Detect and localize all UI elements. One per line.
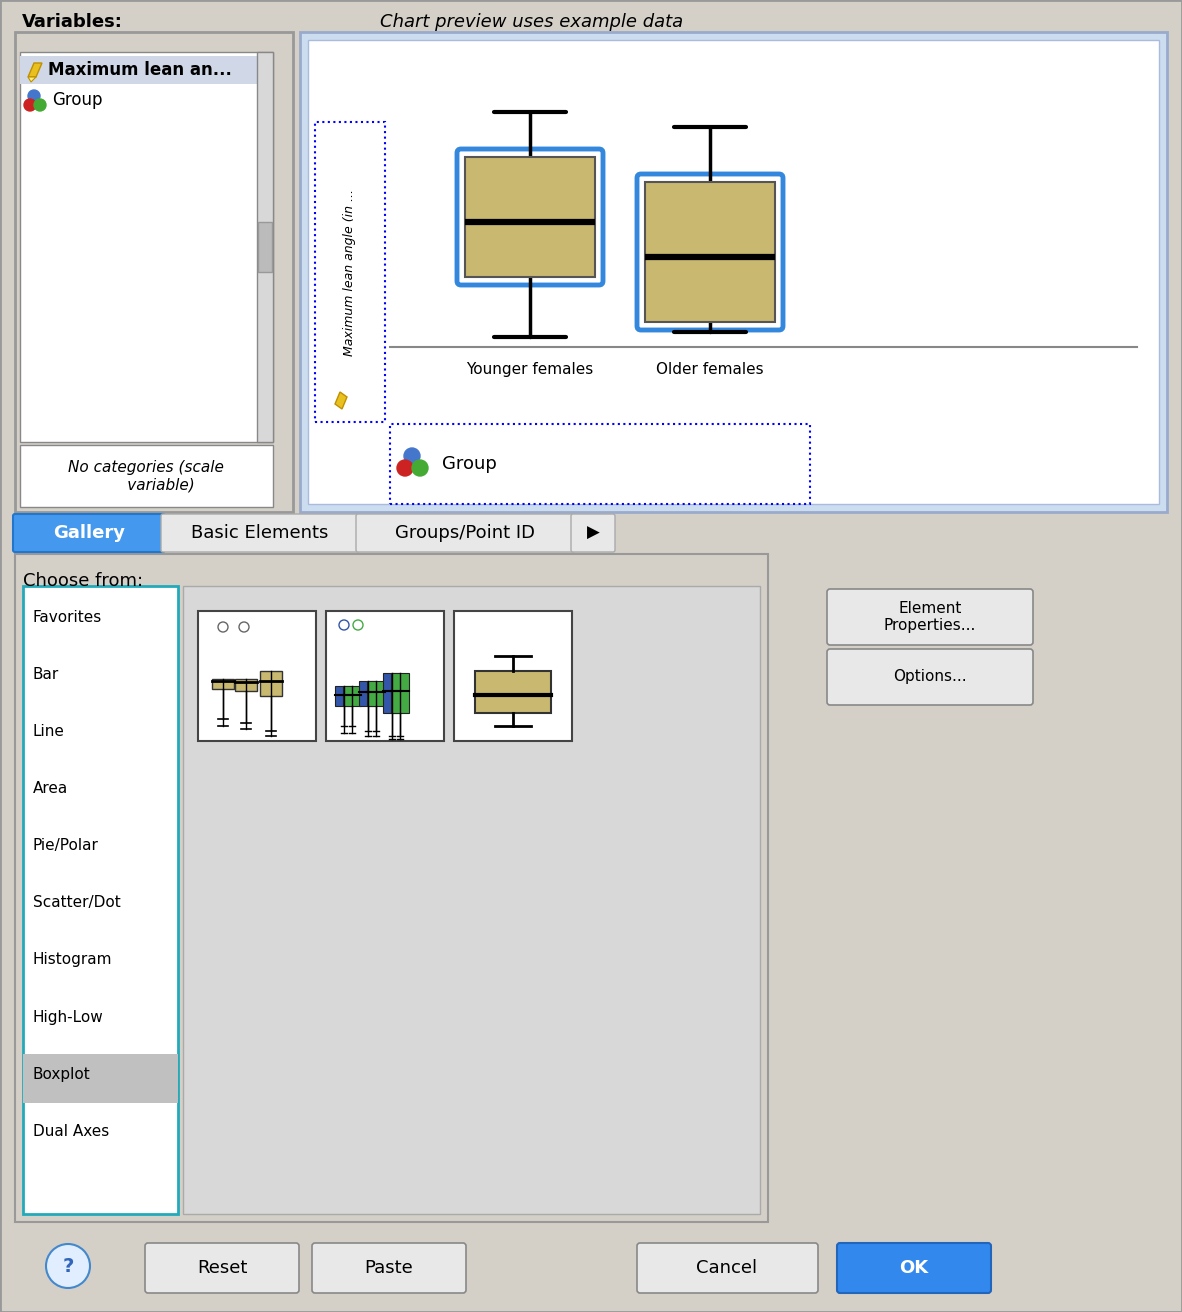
Bar xyxy=(22,586,178,1214)
Bar xyxy=(335,686,353,706)
Bar xyxy=(475,670,551,712)
FancyBboxPatch shape xyxy=(637,1242,818,1294)
Text: Choose from:: Choose from: xyxy=(22,572,143,590)
FancyBboxPatch shape xyxy=(356,514,574,552)
Text: Options...: Options... xyxy=(894,669,967,685)
Polygon shape xyxy=(28,63,43,77)
Bar xyxy=(366,681,385,706)
Bar xyxy=(20,445,273,506)
Text: Histogram: Histogram xyxy=(33,953,112,967)
Bar xyxy=(454,611,572,741)
Text: Dual Axes: Dual Axes xyxy=(33,1123,109,1139)
Bar xyxy=(20,52,273,442)
Text: Reset: Reset xyxy=(197,1260,247,1277)
FancyBboxPatch shape xyxy=(161,514,361,552)
Text: Group: Group xyxy=(442,455,496,474)
Bar xyxy=(212,680,234,689)
Text: Pie/Polar: Pie/Polar xyxy=(33,838,99,853)
Text: Younger females: Younger females xyxy=(467,362,593,377)
Text: Scatter/Dot: Scatter/Dot xyxy=(33,895,121,911)
FancyBboxPatch shape xyxy=(145,1242,299,1294)
Bar xyxy=(199,611,316,741)
Text: Maximum lean angle (in ...: Maximum lean angle (in ... xyxy=(344,189,357,356)
Bar xyxy=(314,122,385,422)
Text: Element
Properties...: Element Properties... xyxy=(884,601,976,634)
Bar xyxy=(22,1054,178,1102)
Text: Line: Line xyxy=(33,724,65,739)
FancyBboxPatch shape xyxy=(827,649,1033,705)
Bar xyxy=(260,670,282,695)
Polygon shape xyxy=(335,392,348,409)
FancyBboxPatch shape xyxy=(312,1242,466,1294)
Text: Variables:: Variables: xyxy=(22,13,123,31)
Text: Group: Group xyxy=(52,91,103,109)
Bar xyxy=(343,686,361,706)
Text: Chart preview uses example data: Chart preview uses example data xyxy=(379,13,683,31)
FancyBboxPatch shape xyxy=(827,589,1033,646)
Circle shape xyxy=(34,98,46,112)
FancyBboxPatch shape xyxy=(571,514,615,552)
Bar xyxy=(465,157,595,277)
Bar xyxy=(258,222,272,272)
Text: No categories (scale
      variable): No categories (scale variable) xyxy=(69,459,223,492)
Circle shape xyxy=(28,91,40,102)
Circle shape xyxy=(24,98,35,112)
FancyBboxPatch shape xyxy=(13,514,165,552)
Circle shape xyxy=(404,447,420,464)
Bar xyxy=(390,424,810,504)
Bar xyxy=(20,56,256,84)
Bar xyxy=(256,52,273,442)
Text: Groups/Point ID: Groups/Point ID xyxy=(395,523,535,542)
Text: OK: OK xyxy=(900,1260,929,1277)
Circle shape xyxy=(413,461,428,476)
Bar xyxy=(391,673,409,712)
FancyBboxPatch shape xyxy=(837,1242,991,1294)
Circle shape xyxy=(397,461,413,476)
Text: Gallery: Gallery xyxy=(53,523,125,542)
Text: Basic Elements: Basic Elements xyxy=(191,523,329,542)
Text: Cancel: Cancel xyxy=(696,1260,758,1277)
Text: ?: ? xyxy=(63,1257,73,1275)
Bar xyxy=(359,681,377,706)
Text: High-Low: High-Low xyxy=(33,1009,104,1025)
Text: Favorites: Favorites xyxy=(33,610,103,625)
Text: Maximum lean an...: Maximum lean an... xyxy=(48,60,232,79)
Bar xyxy=(300,31,1167,512)
Text: Bar: Bar xyxy=(33,666,59,682)
Bar xyxy=(309,39,1160,504)
Text: Boxplot: Boxplot xyxy=(33,1067,91,1081)
Text: ▶: ▶ xyxy=(586,523,599,542)
Bar xyxy=(15,554,768,1221)
Bar xyxy=(326,611,444,741)
Bar xyxy=(183,586,760,1214)
Bar xyxy=(645,182,775,321)
Text: Paste: Paste xyxy=(364,1260,414,1277)
Bar xyxy=(235,680,256,691)
Circle shape xyxy=(46,1244,90,1288)
Bar xyxy=(15,31,293,512)
Text: Older females: Older females xyxy=(656,362,764,377)
Polygon shape xyxy=(28,77,35,81)
Text: Area: Area xyxy=(33,781,69,796)
Bar xyxy=(383,673,401,712)
